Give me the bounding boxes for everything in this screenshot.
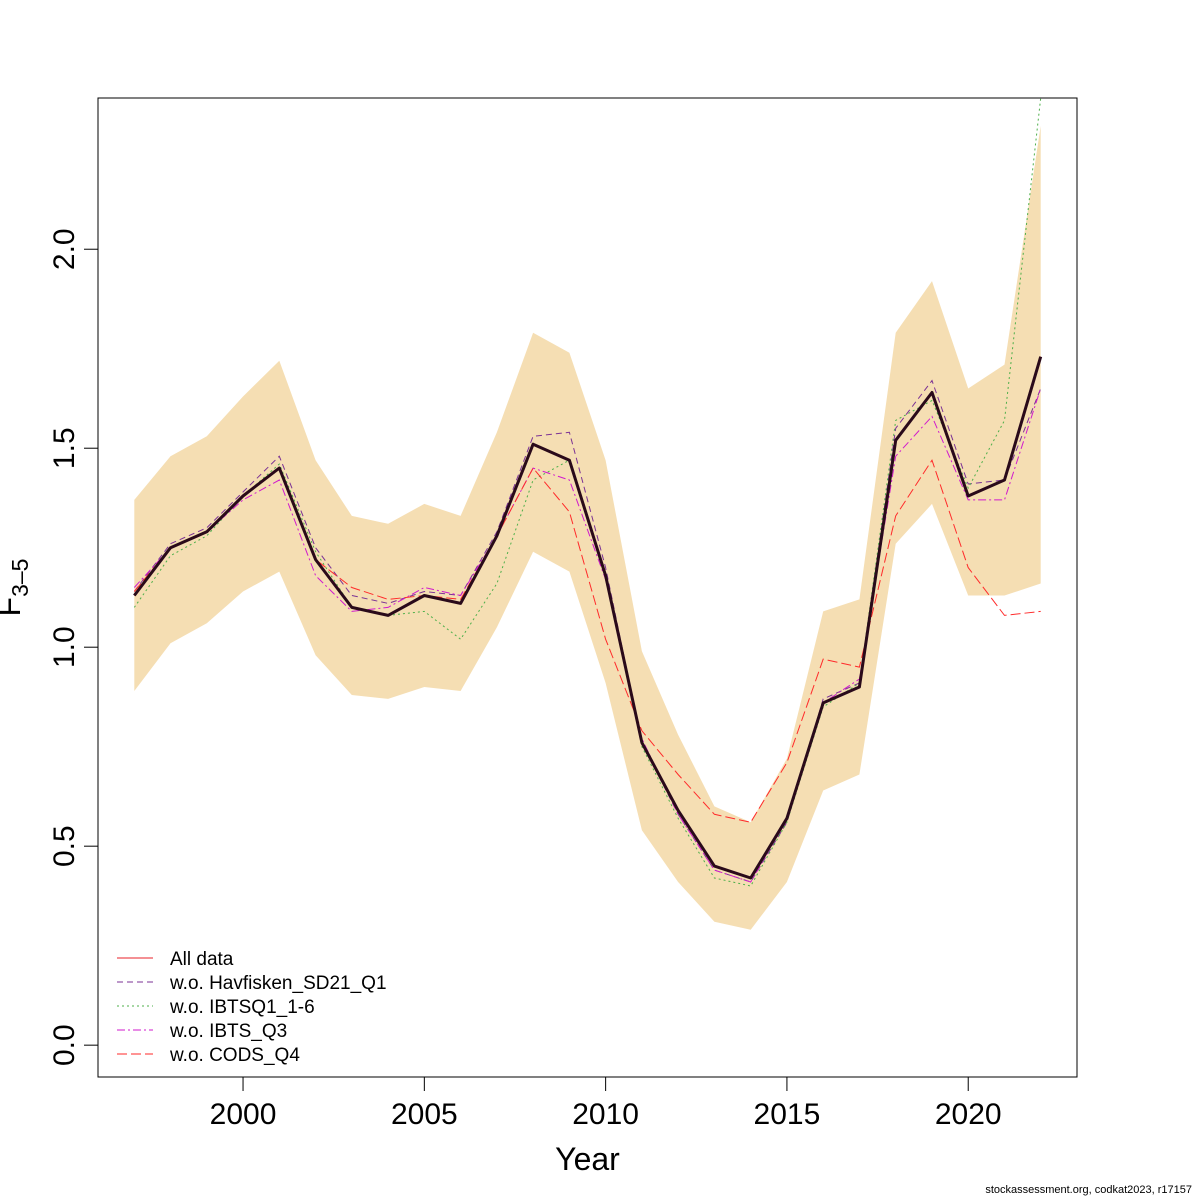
credit-text: stockassessment.org, codkat2023, r17157 [985, 1184, 1192, 1196]
y-tick-label-0: 0.0 [48, 1024, 81, 1066]
legend-label-4: w.o. CODS_Q4 [169, 1045, 300, 1066]
y-tick-label-4: 2.0 [48, 228, 81, 270]
legend-label-0: All data [170, 949, 234, 970]
series-line-1 [133, 379, 1042, 883]
estimate-line [133, 356, 1043, 880]
y-axis-title: F3–5 [0, 559, 33, 617]
y-tick-label-1: 0.5 [48, 825, 81, 867]
legend-label-1: w.o. Havfisken_SD21_Q1 [169, 973, 387, 994]
x-axis-title: Year [555, 1141, 620, 1177]
series-line-4 [133, 459, 1041, 823]
x-tick-label-2015: 2015 [754, 1098, 821, 1131]
legend-label-3: w.o. IBTS_Q3 [169, 1021, 287, 1042]
estimate-line-layer [133, 356, 1043, 880]
series-line-3 [133, 388, 1042, 883]
y-axis: 0.0 0.5 1.0 1.5 2.0 [48, 228, 99, 1066]
y-tick-label-3: 1.5 [48, 427, 81, 469]
x-tick-label-2000: 2000 [210, 1098, 277, 1131]
y-axis-title-main: F [0, 597, 27, 617]
y-tick-label-2: 1.0 [48, 626, 81, 668]
legend-label-2: w.o. IBTSQ1_1-6 [169, 997, 315, 1018]
x-tick-label-2020: 2020 [935, 1098, 1002, 1131]
y-axis-title-subscript: 3–5 [7, 559, 33, 597]
legend: All data w.o. Havfisken_SD21_Q1 w.o. IBTSQ… [117, 949, 387, 1066]
x-tick-label-2005: 2005 [391, 1098, 458, 1131]
x-axis: 2000 2005 2010 2015 2020 [210, 1076, 1002, 1131]
x-tick-label-2010: 2010 [572, 1098, 639, 1131]
